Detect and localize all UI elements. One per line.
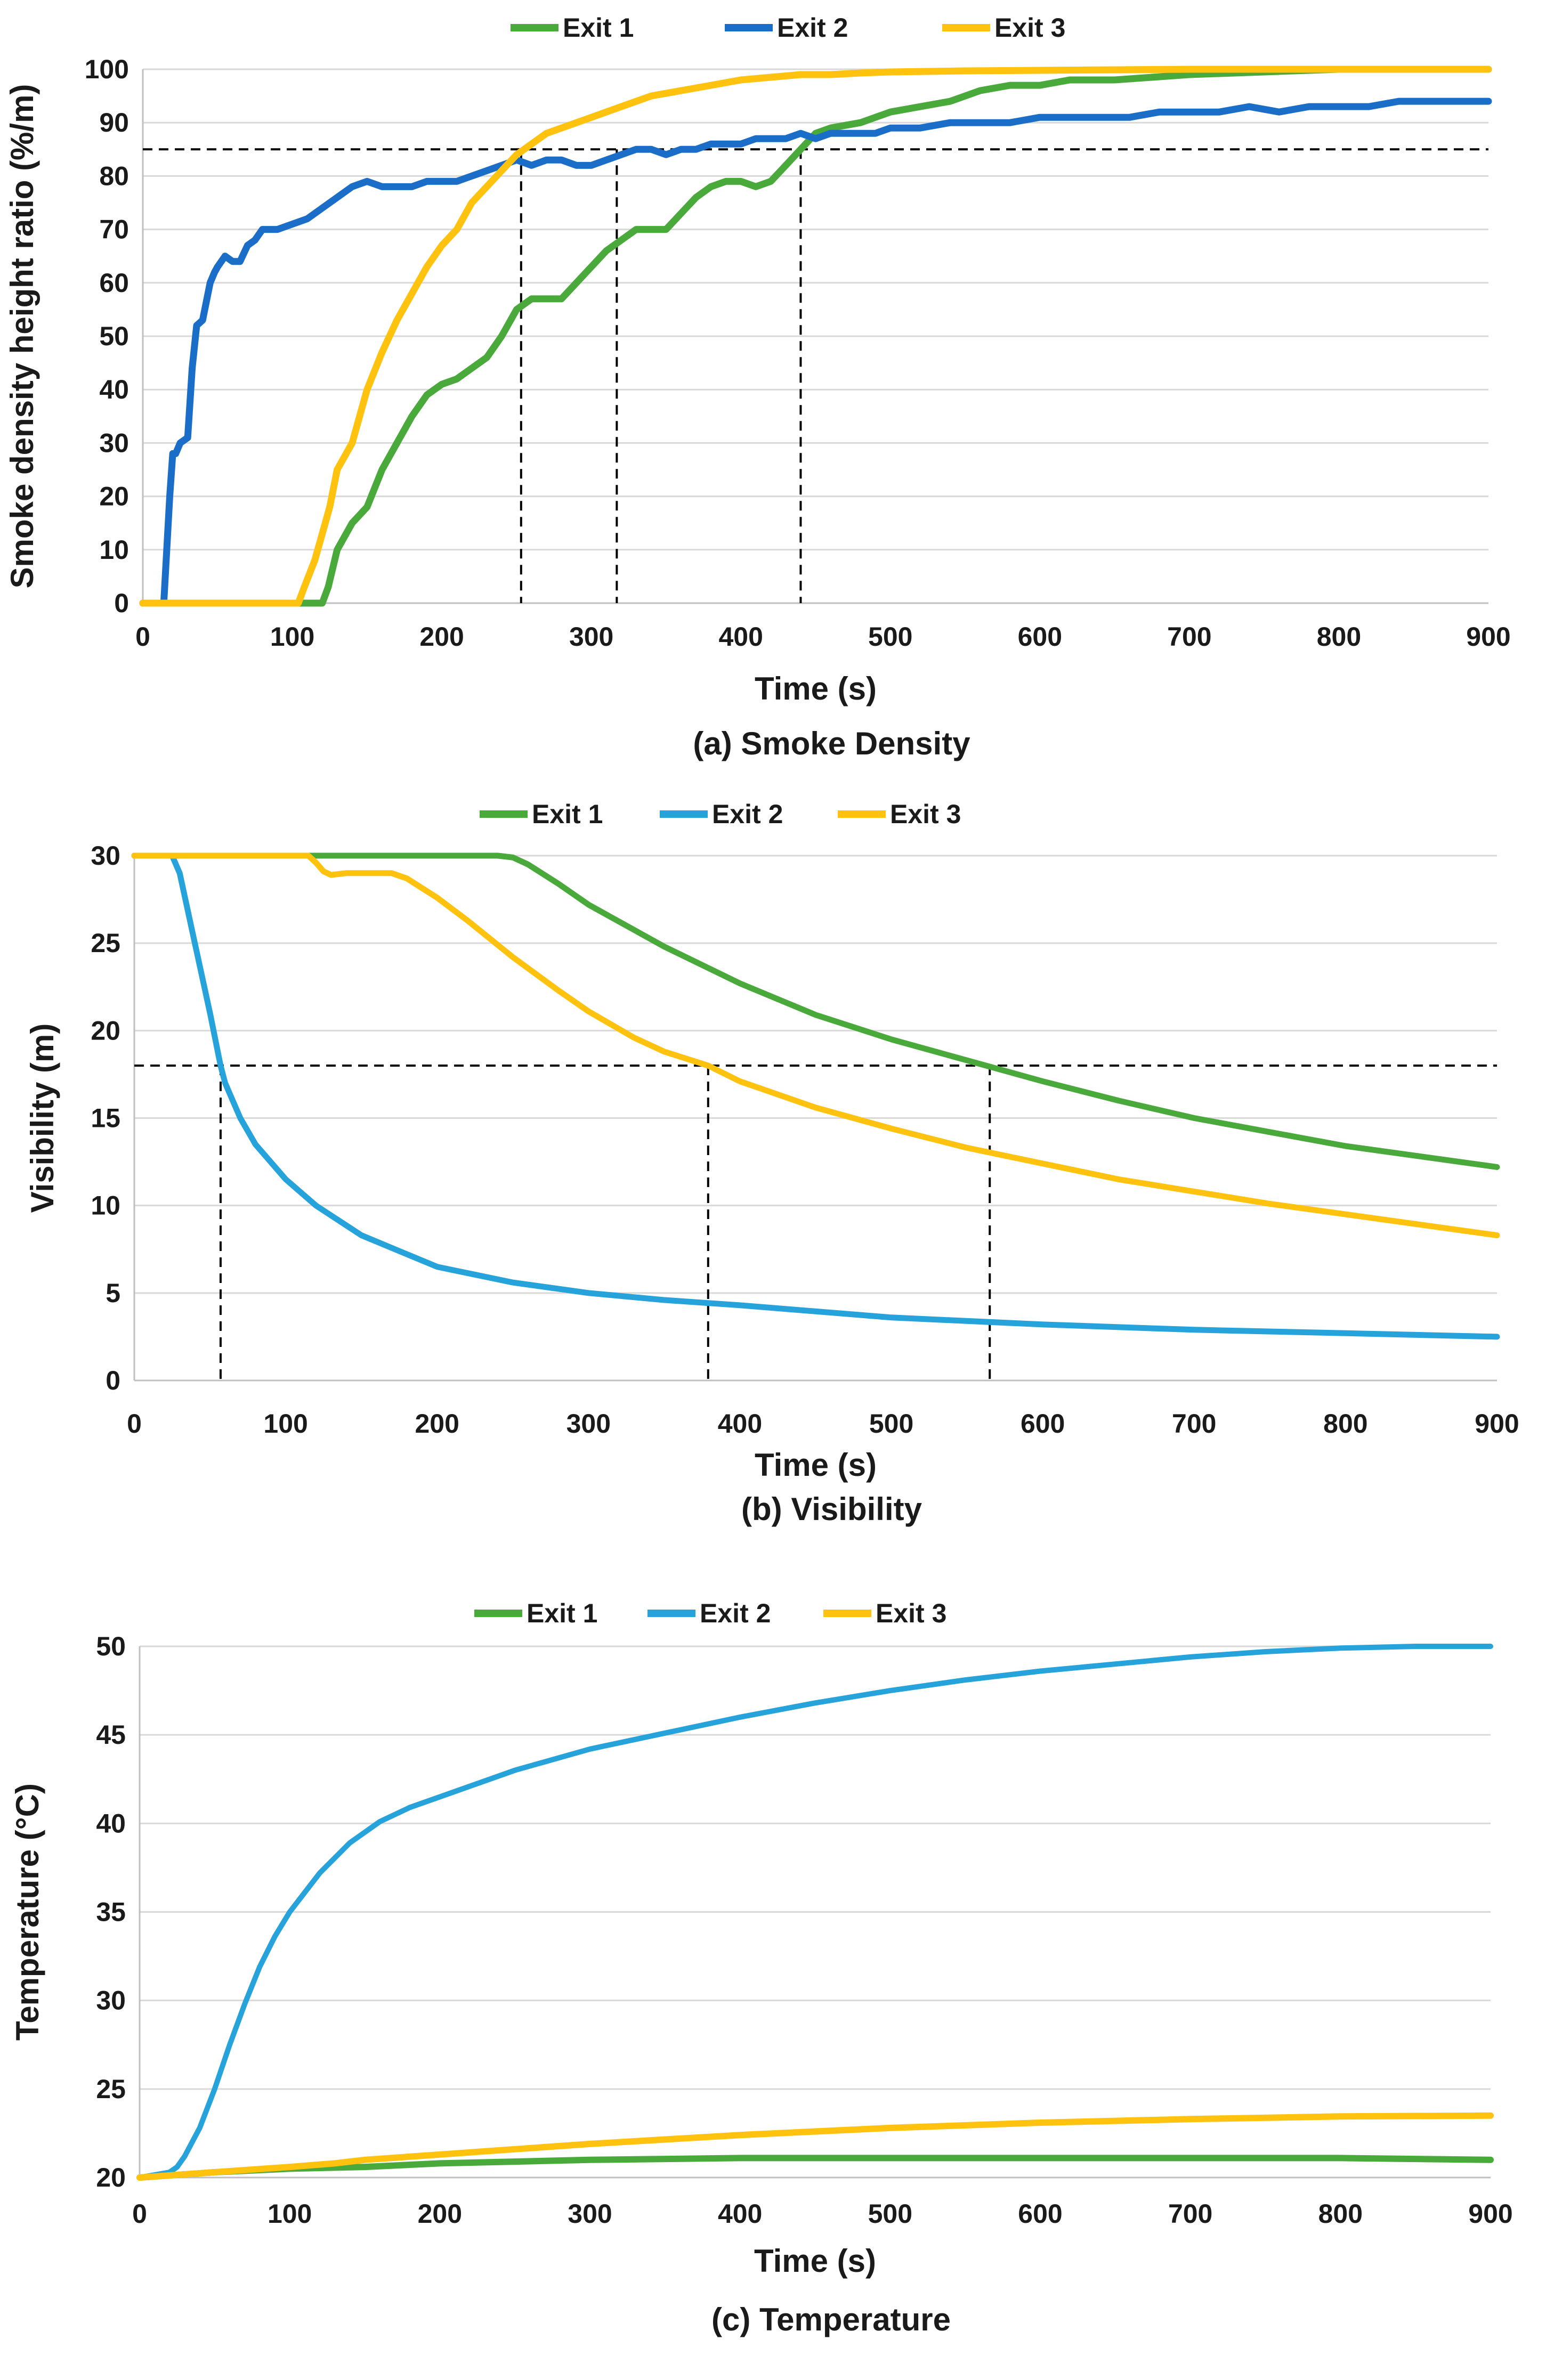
chart-b-ytick-label: 20: [91, 1016, 120, 1045]
chart-a-xtick-label: 500: [868, 622, 912, 652]
chart-c-ytick-label: 40: [96, 1808, 126, 1838]
chart-a-y-axis-label: Smoke density height ratio (%/m): [4, 84, 40, 589]
chart-b-caption: (b) Visibility: [741, 1491, 922, 1527]
chart-c-legend-label-exit-2: Exit 2: [700, 1598, 771, 1628]
chart-b-xtick-label: 300: [566, 1409, 611, 1439]
chart-c-xtick-label: 900: [1468, 2199, 1512, 2229]
chart-c-xtick-label: 0: [132, 2199, 147, 2229]
chart-c-xtick-label: 400: [718, 2199, 762, 2229]
chart-c-legend-label-exit-1: Exit 1: [527, 1598, 597, 1628]
chart-a-ytick-label: 30: [99, 428, 129, 458]
chart-a-ytick-label: 90: [99, 108, 129, 137]
chart-b-xtick-label: 500: [869, 1409, 913, 1439]
chart-b-xtick-label: 900: [1475, 1409, 1519, 1439]
chart-a-ytick-label: 40: [99, 375, 129, 404]
chart-a-ytick-label: 0: [114, 588, 129, 618]
chart-b-series-line-exit-2: [131, 852, 1500, 1340]
chart-a-legend-label-exit-3: Exit 3: [994, 13, 1065, 43]
chart-a-series-line-exit-1: [139, 66, 1492, 607]
chart-a-xtick-label: 700: [1167, 622, 1211, 652]
chart-b-xtick-label: 700: [1172, 1409, 1216, 1439]
chart-c-xtick-label: 800: [1318, 2199, 1363, 2229]
chart-b-x-axis-label: Time (s): [755, 1447, 877, 1483]
chart-b-xtick-label: 100: [263, 1409, 307, 1439]
chart-c-xtick-label: 100: [268, 2199, 312, 2229]
chart-c-xtick-label: 200: [418, 2199, 462, 2229]
chart-b-xtick-label: 800: [1323, 1409, 1367, 1439]
chart-a-legend-label-exit-2: Exit 2: [777, 13, 848, 43]
chart-b-y-axis-label: Visibility (m): [25, 1024, 60, 1213]
chart-a-xtick-label: 400: [719, 622, 763, 652]
chart-a-ytick-label: 100: [85, 54, 129, 84]
chart-c-xtick-label: 600: [1018, 2199, 1062, 2229]
chart-c-xtick-label: 500: [868, 2199, 912, 2229]
chart-c-ytick-label: 20: [96, 2163, 126, 2192]
chart-c-y-axis-label: Temperature (°C): [10, 1783, 45, 2041]
chart-c-ytick-label: 25: [96, 2074, 126, 2104]
chart-c-ytick-label: 35: [96, 1897, 126, 1927]
chart-a-ytick-label: 20: [99, 482, 129, 511]
chart-a-xtick-label: 100: [270, 622, 314, 652]
chart-b-ytick-label: 5: [106, 1278, 120, 1308]
chart-c-series-line-exit-3: [136, 2112, 1494, 2181]
chart-a-ytick-label: 50: [99, 321, 129, 351]
smoke-density-chart: 0 10 20 30 40 50 60 70 80 90 100 0 100 200 300 400 500 60…: [4, 13, 1511, 761]
chart-a-xtick-label: 800: [1317, 622, 1361, 652]
chart-c-caption: (c) Temperature: [711, 2302, 951, 2337]
chart-a-x-axis-label: Time (s): [755, 671, 877, 706]
chart-b-series-line-exit-3: [131, 852, 1500, 1238]
chart-b-ytick-label: 15: [91, 1103, 120, 1133]
chart-c-xtick-label: 300: [568, 2199, 612, 2229]
chart-a-xtick-label: 0: [135, 622, 150, 652]
chart-a-xtick-label: 600: [1018, 622, 1062, 652]
chart-b-xtick-label: 200: [415, 1409, 459, 1439]
chart-a-xtick-label: 900: [1466, 622, 1510, 652]
chart-b-ytick-label: 10: [91, 1191, 120, 1221]
chart-b-xtick-label: 600: [1021, 1409, 1065, 1439]
chart-b-series-line-exit-1: [131, 852, 1500, 1170]
chart-b-ytick-label: 30: [91, 841, 120, 871]
chart-c-ytick-label: 50: [96, 1631, 126, 1661]
chart-b-legend-label-exit-3: Exit 3: [890, 799, 961, 829]
chart-a-ytick-label: 80: [99, 161, 129, 191]
chart-a-ytick-label: 70: [99, 215, 129, 245]
chart-b-xtick-label: 400: [718, 1409, 762, 1439]
chart-a-legend-label-exit-1: Exit 1: [563, 13, 634, 43]
chart-b-legend-label-exit-2: Exit 2: [712, 799, 783, 829]
chart-c-x-axis-label: Time (s): [754, 2243, 876, 2279]
chart-a-xtick-label: 200: [419, 622, 464, 652]
chart-a-ytick-label: 10: [99, 535, 129, 565]
chart-a-caption: (a) Smoke Density: [693, 726, 970, 761]
chart-a-series-line-exit-2: [139, 98, 1492, 607]
chart-b-legend-label-exit-1: Exit 1: [532, 799, 603, 829]
chart-c-ytick-label: 45: [96, 1720, 126, 1750]
chart-c-xtick-label: 700: [1168, 2199, 1212, 2229]
chart-b-ytick-label: 25: [91, 928, 120, 958]
chart-a-xtick-label: 300: [569, 622, 613, 652]
chart-c-series-line-exit-2: [137, 1644, 1493, 2180]
chart-b-ytick-label: 0: [106, 1366, 120, 1395]
chart-a-ytick-label: 60: [99, 268, 129, 298]
chart-c-ytick-label: 30: [96, 1986, 126, 2016]
chart-a-series-line-exit-3: [139, 66, 1492, 607]
chart-c-legend-label-exit-3: Exit 3: [876, 1598, 946, 1628]
chart-b-xtick-label: 0: [127, 1409, 142, 1439]
